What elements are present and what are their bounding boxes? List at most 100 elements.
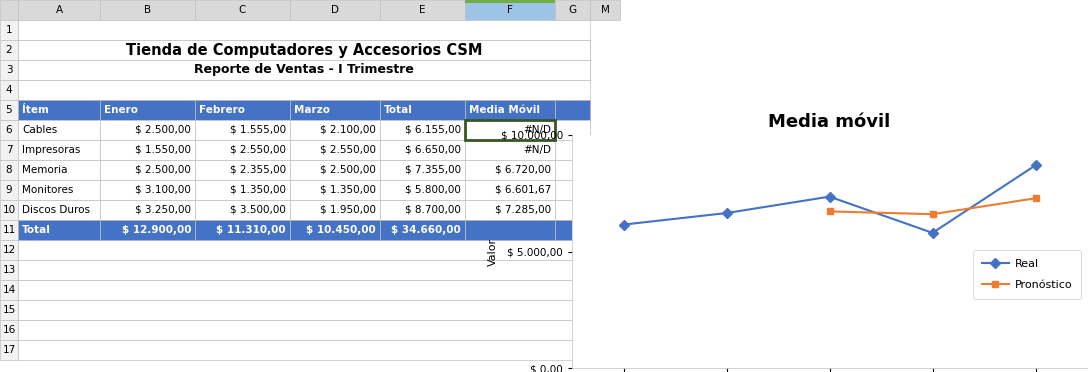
- Bar: [17, 0, 100, 20]
- Bar: [100, 140, 195, 160]
- Bar: [0, 160, 17, 180]
- Bar: [100, 200, 195, 220]
- Text: 12: 12: [2, 245, 15, 255]
- Bar: [0, 180, 17, 200]
- Bar: [0, 120, 17, 140]
- Text: Enero: Enero: [104, 105, 138, 115]
- Bar: [0, 40, 17, 60]
- Bar: [17, 40, 590, 60]
- Bar: [100, 220, 195, 240]
- Bar: [0, 20, 17, 40]
- Text: Impresoras: Impresoras: [22, 145, 81, 155]
- Bar: [195, 0, 290, 20]
- Text: 2: 2: [5, 45, 12, 55]
- Real: [617, 222, 630, 227]
- Pronóstico: [823, 209, 836, 214]
- Text: 16: 16: [2, 325, 15, 335]
- Bar: [465, 100, 555, 120]
- Text: 4: 4: [5, 85, 12, 95]
- Bar: [555, 120, 590, 140]
- Text: $ 6.155,00: $ 6.155,00: [405, 125, 461, 135]
- Bar: [17, 160, 100, 180]
- Bar: [100, 0, 195, 20]
- Text: $ 2.355,00: $ 2.355,00: [230, 165, 286, 175]
- Line: Pronóstico: Pronóstico: [826, 195, 1038, 218]
- Text: $ 2.550,00: $ 2.550,00: [230, 145, 286, 155]
- Text: $ 2.550,00: $ 2.550,00: [320, 145, 376, 155]
- Text: $ 6.650,00: $ 6.650,00: [405, 145, 461, 155]
- Bar: [590, 0, 620, 20]
- Pronóstico: [1029, 196, 1042, 201]
- Text: $ 1.350,00: $ 1.350,00: [320, 185, 376, 195]
- Bar: [0, 0, 17, 20]
- Text: B: B: [144, 5, 151, 15]
- Bar: [195, 180, 290, 200]
- Bar: [17, 140, 590, 160]
- Text: Tienda de Computadores y Accesorios CSM: Tienda de Computadores y Accesorios CSM: [126, 42, 483, 58]
- Text: 7: 7: [5, 145, 12, 155]
- Text: $ 2.500,00: $ 2.500,00: [135, 165, 191, 175]
- Text: 9: 9: [5, 185, 12, 195]
- Text: $ 6.601,67: $ 6.601,67: [495, 185, 551, 195]
- Bar: [100, 180, 195, 200]
- Text: D: D: [331, 5, 339, 15]
- Bar: [17, 160, 590, 180]
- Bar: [0, 80, 17, 100]
- Bar: [17, 120, 100, 140]
- Bar: [195, 140, 290, 160]
- Text: 1: 1: [5, 25, 12, 35]
- Bar: [17, 180, 100, 200]
- Bar: [555, 0, 590, 20]
- Bar: [465, 200, 555, 220]
- Bar: [0, 60, 17, 80]
- Text: $ 3.250,00: $ 3.250,00: [135, 205, 191, 215]
- Text: C: C: [239, 5, 246, 15]
- Text: $ 8.700,00: $ 8.700,00: [405, 205, 461, 215]
- Bar: [17, 240, 590, 260]
- Bar: [555, 180, 590, 200]
- Bar: [465, 220, 555, 240]
- Bar: [17, 300, 590, 320]
- Text: 5: 5: [5, 105, 12, 115]
- Text: $ 7.355,00: $ 7.355,00: [405, 165, 461, 175]
- Text: $ 34.660,00: $ 34.660,00: [391, 225, 461, 235]
- Real: [1029, 163, 1042, 167]
- Y-axis label: Valor: Valor: [488, 237, 498, 266]
- Text: $ 3.100,00: $ 3.100,00: [135, 185, 191, 195]
- Bar: [555, 200, 590, 220]
- Text: F: F: [507, 5, 513, 15]
- Bar: [290, 140, 380, 160]
- Real: [823, 195, 836, 199]
- Bar: [0, 220, 17, 240]
- Text: G: G: [569, 5, 577, 15]
- Text: 13: 13: [2, 265, 15, 275]
- Bar: [380, 120, 465, 140]
- Bar: [17, 280, 590, 300]
- Bar: [380, 160, 465, 180]
- Bar: [380, 100, 465, 120]
- Bar: [17, 200, 100, 220]
- Text: $ 2.500,00: $ 2.500,00: [320, 165, 376, 175]
- Text: Cables: Cables: [22, 125, 57, 135]
- Bar: [290, 200, 380, 220]
- Bar: [195, 160, 290, 180]
- Text: 11: 11: [2, 225, 15, 235]
- Text: $ 2.100,00: $ 2.100,00: [320, 125, 376, 135]
- Bar: [555, 160, 590, 180]
- Bar: [0, 340, 17, 360]
- Bar: [0, 300, 17, 320]
- Text: 10: 10: [2, 205, 15, 215]
- Bar: [0, 240, 17, 260]
- Real: [720, 211, 733, 215]
- Text: Total: Total: [22, 225, 51, 235]
- Bar: [100, 100, 195, 120]
- Text: 8: 8: [5, 165, 12, 175]
- Text: $ 1.555,00: $ 1.555,00: [230, 125, 286, 135]
- Bar: [100, 160, 195, 180]
- Text: $ 7.285,00: $ 7.285,00: [495, 205, 551, 215]
- Text: Reporte de Ventas - I Trimestre: Reporte de Ventas - I Trimestre: [194, 64, 414, 77]
- Bar: [380, 220, 465, 240]
- Bar: [0, 260, 17, 280]
- Bar: [380, 0, 465, 20]
- Text: M: M: [601, 5, 609, 15]
